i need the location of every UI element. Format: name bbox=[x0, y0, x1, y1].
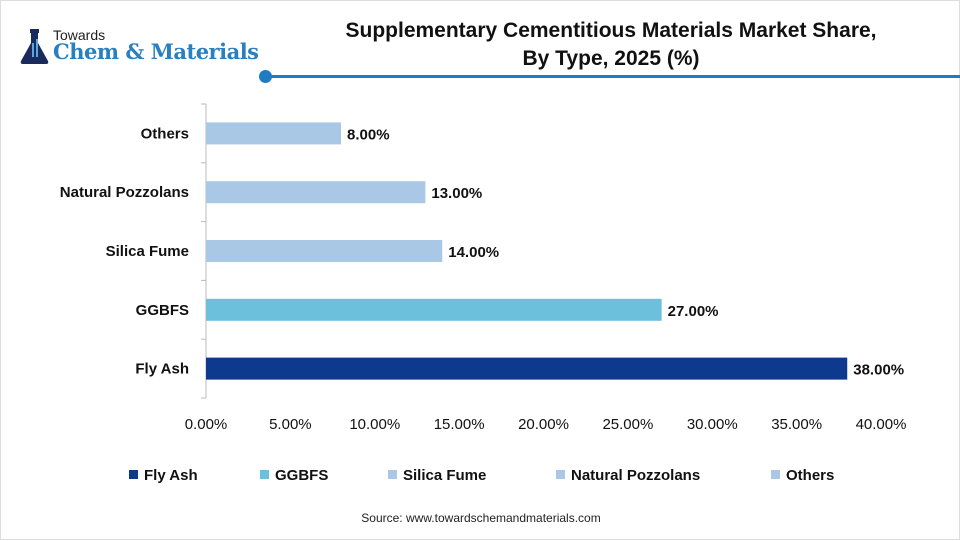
x-tick-label: 25.00% bbox=[602, 416, 653, 433]
legend-swatch bbox=[771, 470, 780, 479]
legend-label: Silica Fume bbox=[403, 467, 486, 484]
bar-natural-pozzolans bbox=[206, 181, 426, 204]
title-rule-dot bbox=[259, 70, 272, 83]
category-label: Others bbox=[141, 125, 189, 142]
x-tick-label: 5.00% bbox=[269, 416, 312, 433]
bar-ggbfs bbox=[206, 298, 662, 321]
data-label: 8.00% bbox=[347, 126, 390, 143]
legend-swatch bbox=[388, 470, 397, 479]
bar-fly-ash bbox=[206, 357, 848, 380]
legend-label: GGBFS bbox=[275, 467, 328, 484]
legend-label: Fly Ash bbox=[144, 467, 198, 484]
bar-silica-fume bbox=[206, 240, 443, 262]
x-tick-label: 15.00% bbox=[434, 416, 485, 433]
legend-label: Natural Pozzolans bbox=[571, 467, 700, 484]
category-label: Natural Pozzolans bbox=[60, 184, 189, 201]
x-tick-label: 20.00% bbox=[518, 416, 569, 433]
legend-swatch bbox=[129, 470, 138, 479]
title-rule bbox=[267, 75, 960, 78]
x-tick-label: 0.00% bbox=[185, 416, 228, 433]
category-label: Silica Fume bbox=[106, 243, 189, 260]
x-tick-label: 10.00% bbox=[349, 416, 400, 433]
chart-title: Supplementary Cementitious Materials Mar… bbox=[271, 17, 951, 73]
logo-text-big: Chem & Materials bbox=[53, 39, 259, 64]
category-label: Fly Ash bbox=[135, 361, 189, 378]
category-label: GGBFS bbox=[136, 302, 189, 319]
flask-icon bbox=[20, 29, 49, 64]
legend-swatch bbox=[556, 470, 565, 479]
data-label: 38.00% bbox=[853, 362, 904, 379]
logo-text-small: Towards bbox=[53, 27, 106, 43]
data-label: 14.00% bbox=[448, 244, 499, 261]
x-tick-label: 35.00% bbox=[771, 416, 822, 433]
bar-others bbox=[206, 122, 341, 145]
title-line-2: By Type, 2025 (%) bbox=[522, 47, 700, 70]
source-text: Source: www.towardschemandmaterials.com bbox=[361, 511, 601, 525]
legend-swatch bbox=[260, 470, 269, 479]
data-label: 27.00% bbox=[668, 303, 719, 320]
legend-label: Others bbox=[786, 467, 834, 484]
title-line-1: Supplementary Cementitious Materials Mar… bbox=[345, 19, 877, 42]
x-tick-label: 40.00% bbox=[856, 416, 907, 433]
x-tick-label: 30.00% bbox=[687, 416, 738, 433]
data-label: 13.00% bbox=[431, 185, 482, 202]
